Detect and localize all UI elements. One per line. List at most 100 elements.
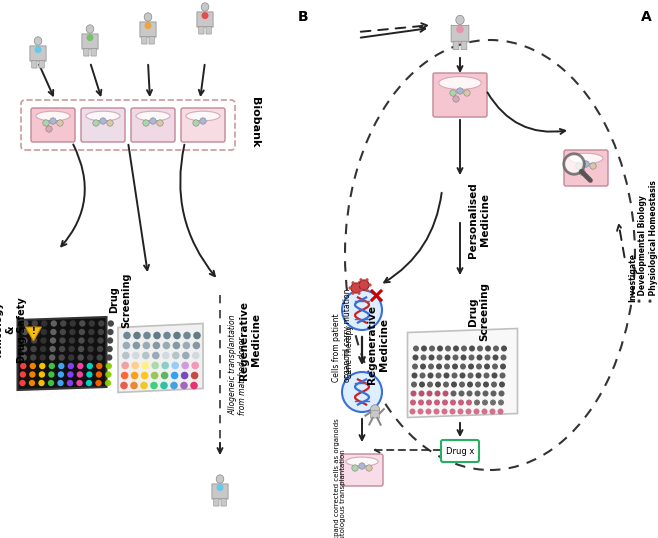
Circle shape [474,408,480,414]
Circle shape [451,372,457,379]
Circle shape [412,364,418,370]
Circle shape [123,332,131,339]
Circle shape [150,118,156,124]
Circle shape [461,355,467,360]
Circle shape [105,363,112,369]
Circle shape [443,381,449,387]
Circle shape [442,391,449,397]
Circle shape [48,380,54,386]
Circle shape [58,371,64,378]
Circle shape [420,355,426,360]
Circle shape [69,329,76,335]
Text: B: B [297,10,308,24]
Circle shape [359,463,365,469]
Circle shape [583,161,589,167]
Circle shape [67,371,74,378]
Circle shape [413,355,418,360]
Text: Gene Therapy: Gene Therapy [345,325,355,379]
FancyBboxPatch shape [131,108,175,142]
Circle shape [50,337,56,344]
Circle shape [429,345,435,351]
FancyBboxPatch shape [214,498,219,506]
Circle shape [476,372,482,379]
Circle shape [426,408,432,414]
Circle shape [86,380,92,386]
FancyArrowPatch shape [457,223,463,273]
FancyArrowPatch shape [39,65,53,95]
Circle shape [39,363,45,369]
Ellipse shape [144,13,152,21]
Text: Personalised
Medicine: Personalised Medicine [468,182,490,258]
Circle shape [163,342,170,349]
Circle shape [49,363,55,369]
Circle shape [161,362,169,369]
Circle shape [437,345,443,351]
Circle shape [193,120,199,126]
Ellipse shape [216,484,224,491]
Circle shape [449,408,455,414]
Circle shape [442,400,448,406]
Circle shape [444,364,450,370]
FancyBboxPatch shape [564,150,608,186]
Circle shape [498,400,504,406]
Circle shape [108,320,114,327]
Circle shape [29,371,36,378]
Circle shape [105,380,111,386]
Circle shape [67,380,73,386]
FancyBboxPatch shape [181,108,225,142]
Circle shape [428,355,434,360]
Circle shape [32,320,38,327]
FancyBboxPatch shape [212,484,228,499]
Circle shape [436,364,442,370]
Circle shape [434,391,440,397]
Circle shape [500,364,506,370]
Circle shape [493,345,499,351]
Circle shape [366,465,372,471]
Circle shape [474,391,480,397]
Circle shape [418,391,424,397]
Text: Regenerative
Medicine: Regenerative Medicine [240,301,261,379]
Circle shape [475,381,481,387]
Circle shape [497,408,503,414]
Circle shape [69,337,75,344]
Circle shape [191,362,199,369]
Ellipse shape [456,15,464,25]
FancyBboxPatch shape [206,26,211,34]
Circle shape [351,292,355,295]
Polygon shape [18,317,107,390]
Circle shape [411,381,417,387]
Circle shape [427,381,433,387]
Circle shape [133,332,141,339]
FancyBboxPatch shape [81,108,125,142]
Circle shape [182,362,189,369]
Circle shape [105,371,112,378]
Circle shape [20,371,26,378]
Circle shape [172,352,180,359]
Circle shape [107,329,114,335]
Circle shape [133,342,140,349]
Ellipse shape [201,3,209,11]
Circle shape [200,118,206,124]
Ellipse shape [86,111,120,121]
Circle shape [20,363,26,369]
Circle shape [160,381,168,390]
Circle shape [474,400,480,406]
FancyBboxPatch shape [39,60,44,68]
Circle shape [30,355,36,360]
Circle shape [466,400,472,406]
Circle shape [499,372,505,379]
Circle shape [192,352,199,359]
Circle shape [141,372,149,379]
Circle shape [413,345,419,351]
Circle shape [579,169,585,175]
Circle shape [68,346,75,352]
FancyArrowPatch shape [374,448,440,452]
Circle shape [193,342,200,349]
Circle shape [88,329,95,335]
Circle shape [459,381,465,387]
Circle shape [409,408,415,414]
Circle shape [77,363,84,369]
Circle shape [450,400,456,406]
Ellipse shape [36,111,70,121]
Circle shape [476,364,482,370]
